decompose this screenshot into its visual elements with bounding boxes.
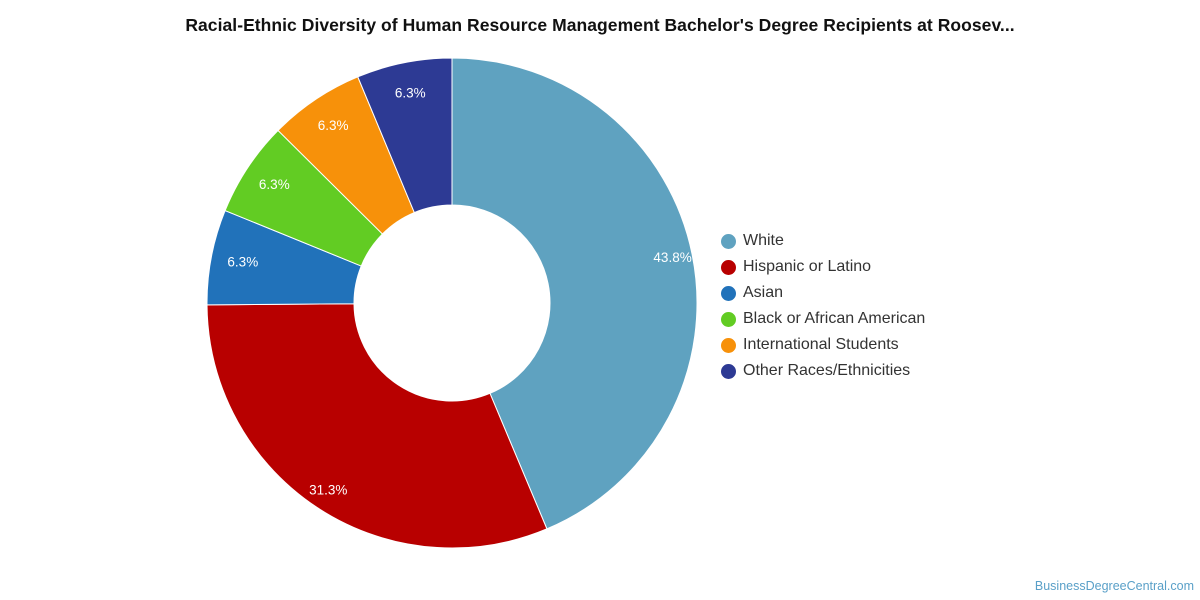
data-label-white: 43.8% [653,250,691,265]
slice-other-races-ethnicities[interactable] [357,57,453,214]
legend-swatch [721,337,736,353]
data-label-international-students: 6.3% [318,118,349,133]
legend-item-hispanic-or-latino[interactable]: Hispanic or Latino [721,254,925,280]
legend-swatch [721,285,736,301]
legend-item-black-or-african-american[interactable]: Black or African American [721,306,925,332]
watermark[interactable]: BusinessDegreeCentral.com [1034,579,1194,593]
chart-legend: White Hispanic or Latino Asian Black or Afr… [721,228,925,384]
legend-swatch [721,259,736,275]
legend-label: International Students [743,336,899,353]
legend-label: White [743,232,784,249]
legend-item-white[interactable]: White [721,228,925,254]
legend-item-other-races-ethnicities[interactable]: Other Races/Ethnicities [721,358,925,384]
legend-item-international-students[interactable]: International Students [721,332,925,358]
legend-swatch [721,363,736,379]
legend-swatch [721,233,736,249]
legend-label: Other Races/Ethnicities [743,362,911,379]
legend-swatch [721,311,736,327]
legend-item-asian[interactable]: Asian [721,280,925,306]
legend-label: Hispanic or Latino [743,258,872,275]
data-labels: 43.8% 31.3% 6.3% 6.3% 6.3% 6.3% [227,86,691,498]
data-label-asian: 6.3% [227,254,258,269]
donut-slices [206,57,698,549]
data-label-other-races-ethnicities: 6.3% [395,86,426,101]
slice-white[interactable] [451,57,698,530]
chart-title: Racial-Ethnic Diversity of Human Resourc… [185,15,1015,35]
slice-hispanic-or-latino[interactable] [206,303,548,549]
legend-label: Asian [743,284,784,301]
legend-label: Black or African American [743,310,926,327]
data-label-hispanic-or-latino: 31.3% [309,482,347,497]
data-label-black-or-african-american: 6.3% [259,177,290,192]
